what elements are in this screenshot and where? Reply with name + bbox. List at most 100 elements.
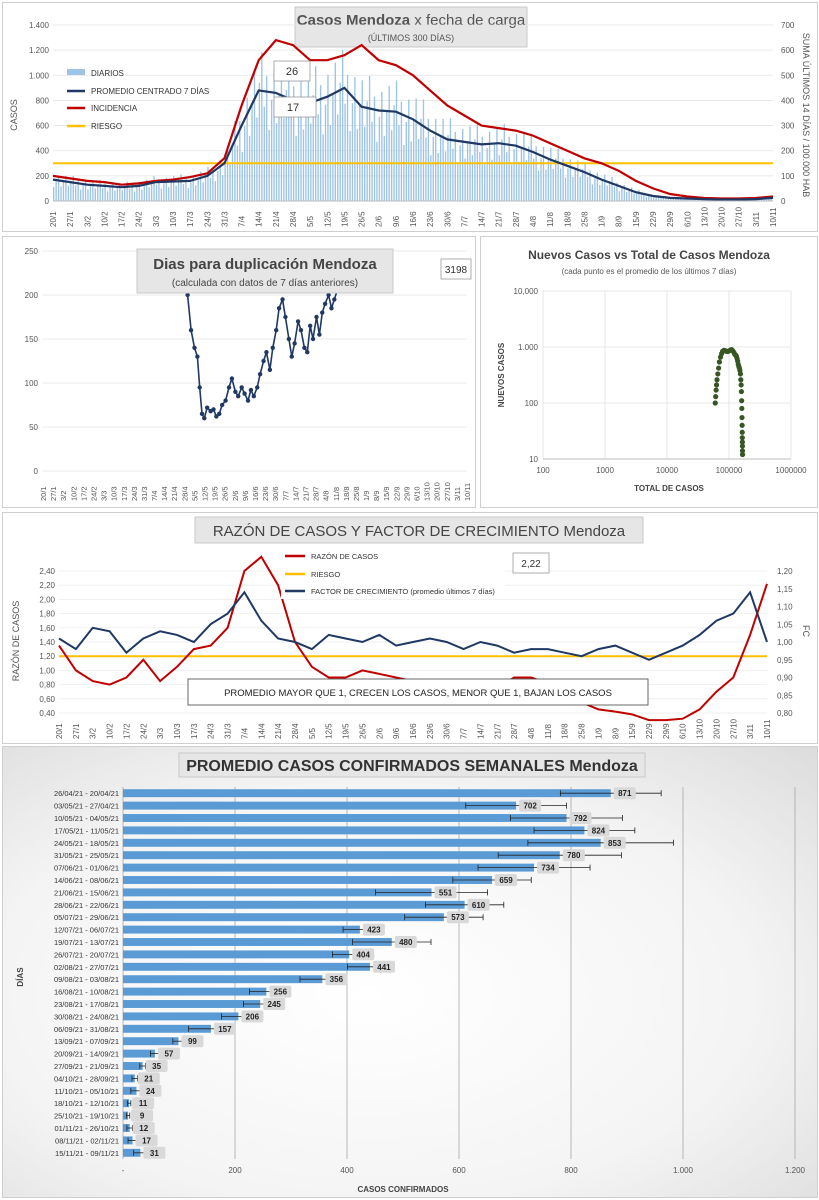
semanales-y-tick-label: 31/05/21 - 25/05/21	[54, 851, 119, 860]
casos-x-tick-label: 30/6	[443, 211, 452, 227]
semanales-bar	[123, 1148, 141, 1157]
casos-daily-bar	[442, 118, 444, 201]
casos-daily-bar	[219, 159, 221, 201]
semanales-bar	[123, 938, 392, 946]
casos-daily-bar	[263, 106, 265, 201]
razon-title-box	[194, 516, 644, 544]
razon-x-tick-label: 17/2	[122, 723, 131, 739]
casos-daily-bar	[555, 158, 557, 201]
casos-daily-bar	[221, 175, 224, 201]
duplicacion-point	[276, 306, 282, 311]
duplicacion-x-tick-label: 29/9	[402, 486, 411, 501]
nuevos-point	[739, 398, 745, 404]
casos-daily-bar	[452, 148, 454, 201]
casos-ylabel: CASOS	[9, 99, 19, 131]
razon-y-tick-label: 0,40	[39, 709, 55, 718]
duplicacion-x-tick-label: 21/7	[301, 486, 310, 501]
casos-daily-bar	[182, 183, 185, 201]
razon-x-tick-label: 18/8	[561, 723, 570, 739]
razon-x-tick-label: 31/3	[224, 723, 233, 739]
semanales-y-tick-label: 23/08/21 - 17/08/21	[54, 1000, 119, 1009]
semanales-y-tick-label: 08/11/21 - 02/11/21	[55, 1136, 119, 1145]
casos-daily-bar	[116, 186, 119, 201]
semanales-bar	[123, 1086, 137, 1095]
casos-y-tick-label: 200	[36, 172, 50, 181]
casos-daily-bar	[682, 198, 684, 201]
nuevos-point	[715, 371, 721, 377]
nuevos-x-tick-label: 100000	[716, 466, 743, 475]
razon-x-tick-label: 17/3	[190, 723, 199, 739]
duplicacion-point	[245, 398, 251, 403]
casos-daily-bar	[207, 167, 209, 201]
duplicacion-point	[320, 310, 325, 315]
casos-daily-bar	[415, 98, 417, 201]
razon-legend: RAZÓN DE CASOS RIESGO FACTOR DE CRECIMIE…	[285, 552, 495, 596]
casos-daily-bar	[155, 184, 158, 201]
casos-daily-bar	[403, 145, 405, 201]
casos-y2-tick-label: 500	[781, 71, 795, 80]
casos-daily-bar	[613, 186, 616, 201]
casos-daily-bar	[464, 158, 466, 201]
semanales-value-box	[394, 936, 417, 948]
razon-x-tick-label: 15/9	[628, 723, 637, 739]
razon-y-tick-label: 1,40	[39, 638, 55, 647]
semanales-y-tick-label: 10/05/21 - 04/05/21	[54, 814, 119, 823]
razon-x-tick-label: 3/2	[89, 727, 98, 739]
casos-daily-bar	[410, 141, 412, 201]
casos-daily-bar	[339, 82, 341, 201]
casos-x-tick-label: 27/1	[66, 211, 75, 227]
casos-daily-bar	[341, 49, 344, 201]
casos-x-tick-label: 28/4	[289, 211, 298, 227]
legend-riesgo2-label: RIESGO	[311, 570, 340, 579]
casos-daily-bar	[542, 146, 545, 201]
duplicacion-y-tick-label: 0	[34, 467, 39, 476]
casos-daily-bar	[344, 103, 346, 201]
casos-daily-bar	[439, 135, 442, 201]
casos-daily-bar	[371, 121, 373, 201]
casos-daily-bar	[550, 147, 552, 201]
duplicacion-point	[326, 292, 331, 298]
semanales-value-box	[132, 1097, 155, 1110]
casos-y-ticks: 0 200 400 600 800 1.000 1.200 1.400	[29, 21, 50, 206]
duplicacion-point	[270, 345, 275, 350]
duplicacion-x-tick-label: 20/1	[39, 486, 48, 501]
razon-y2-tick-label: 0,85	[777, 691, 793, 700]
semanales-y-tick-label: 25/10/21 - 19/10/21	[54, 1112, 119, 1121]
duplicacion-x-tick-label: 10/2	[69, 486, 78, 501]
razon-y-tick-label: 0,80	[39, 681, 55, 690]
casos-x-tick-label: 26/5	[358, 211, 367, 227]
casos-daily-bar	[432, 136, 434, 201]
semanales-y-tick-label: 28/06/21 - 22/06/21	[54, 901, 119, 910]
duplicacion-point	[289, 354, 294, 359]
duplicacion-title-box	[136, 248, 394, 294]
duplicacion-x-tick-label: 28/7	[312, 486, 321, 501]
razon-legend-box	[281, 547, 505, 599]
casos-y2-tick-label: 0	[781, 197, 786, 206]
casos-daily-bar	[547, 158, 550, 201]
casos-daily-bar	[633, 193, 635, 201]
casos-daily-bar	[133, 191, 136, 201]
casos-daily-bar	[493, 143, 496, 201]
duplicacion-point	[204, 405, 210, 410]
casos-daily-bar	[591, 184, 594, 201]
duplicacion-x-tick-label: 3/3	[100, 491, 109, 501]
semanales-value-box	[362, 923, 385, 936]
casos-daily-bar	[297, 108, 300, 201]
razon-chart: RAZÓN DE CASOS Y FACTOR DE CRECIMIENTO M…	[11, 516, 811, 739]
semanales-y-ticks: 26/04/21 - 20/04/21 03/05/21 - 27/04/21 10…	[54, 789, 119, 1158]
duplicacion-x-tick-label: 12/5	[201, 486, 210, 501]
semanales-x-tick-label: 1.000	[673, 1166, 694, 1175]
casos-x-ticks: 20/1 27/1 3/2 10/2 17/2 24/2 3/3 10/3 17/3 24/3 31…	[49, 206, 778, 227]
casos-x-tick-label: 27/10	[735, 206, 744, 227]
casos-x-tick-label: 2/6	[375, 215, 384, 227]
casos-daily-bar	[300, 80, 302, 201]
casos-x-tick-label: 12/5	[323, 211, 332, 227]
semanales-bar	[123, 962, 370, 971]
casos-daily-bar	[104, 183, 106, 201]
casos-x-tick-label: 19/5	[340, 211, 349, 227]
casos-y-tick-label: 0	[45, 197, 50, 206]
casos-daily-bar	[97, 184, 99, 201]
casos-daily-bar	[204, 174, 207, 201]
casos-daily-bar	[662, 196, 665, 201]
duplicacion-point	[298, 328, 304, 333]
